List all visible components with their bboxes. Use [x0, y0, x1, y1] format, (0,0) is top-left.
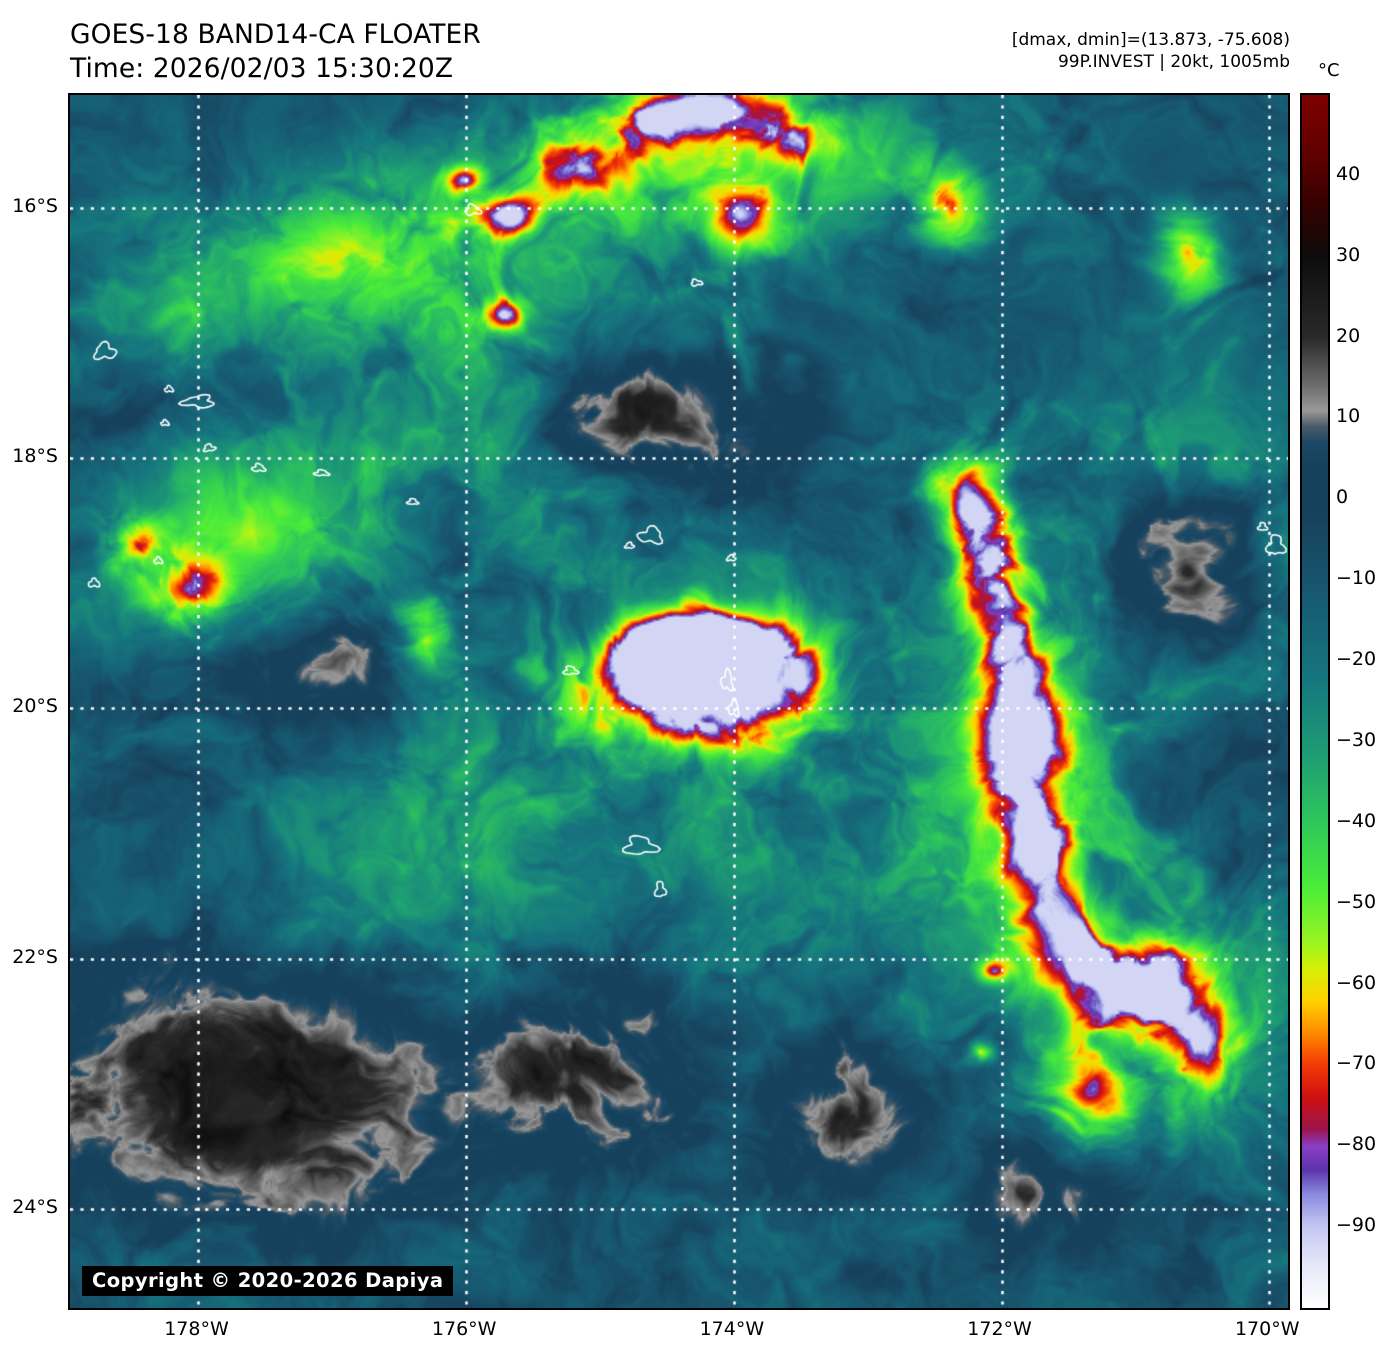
- lat-tick-20°S: 20°S: [12, 695, 58, 718]
- latitude-axis: 16°S 18°S 20°S 22°S 24°S: [0, 0, 68, 1359]
- copyright-banner: Copyright © 2020-2026 Dapiya: [82, 1266, 454, 1296]
- temperature-colorbar[interactable]: [1300, 93, 1330, 1310]
- lat-tick-16°S: 16°S: [12, 194, 58, 217]
- colorbar-tick-20: 20: [1336, 324, 1361, 347]
- colorbar-tick-30: 30: [1336, 243, 1361, 266]
- colorbar-unit-label: °C: [1318, 60, 1340, 81]
- colorbar-tick-0: 0: [1336, 486, 1349, 509]
- colorbar-tick--30: −30: [1336, 728, 1377, 751]
- colorbar-tick--80: −80: [1336, 1133, 1377, 1156]
- lon-tick-178°W: 178°W: [164, 1318, 229, 1340]
- colorbar-tick-10: 10: [1336, 405, 1361, 428]
- lat-tick-22°S: 22°S: [12, 945, 58, 968]
- lon-tick-170°W: 170°W: [1234, 1318, 1300, 1340]
- dmax-dmin-readout: [dmax, dmin]=(13.873, -75.608): [1011, 30, 1290, 50]
- colorbar-tick--90: −90: [1336, 1214, 1377, 1237]
- storm-info-readout: 99P.INVEST | 20kt, 1005mb: [1057, 51, 1290, 72]
- colorbar-tick--70: −70: [1336, 1052, 1377, 1075]
- header-meta-block: [dmax, dmin]=(13.873, -75.608) 99P.INVES…: [1012, 30, 1290, 74]
- lon-tick-176°W: 176°W: [431, 1318, 497, 1340]
- colorbar-tick--10: −10: [1336, 567, 1377, 590]
- lat-tick-18°S: 18°S: [12, 445, 58, 468]
- timestamp-line: Time: 2026/02/03 15:30:20Z: [70, 53, 454, 85]
- colorbar-tick--40: −40: [1336, 809, 1377, 832]
- header-title-block: GOES-18 BAND14-CA FLOATER Time: 2026/02/…: [70, 18, 481, 87]
- colorbar-tick-40: 40: [1336, 162, 1361, 185]
- colorbar-tick--60: −60: [1336, 971, 1377, 994]
- colorbar-tick--20: −20: [1336, 648, 1377, 671]
- lon-tick-172°W: 172°W: [967, 1318, 1032, 1340]
- colorbar-gradient: [1302, 95, 1328, 1308]
- satellite-image-plot[interactable]: Copyright © 2020-2026 Dapiya: [68, 93, 1290, 1310]
- colorbar-tick--50: −50: [1336, 890, 1377, 913]
- lat-tick-24°S: 24°S: [12, 1196, 58, 1219]
- latlon-gridlines: [70, 95, 1288, 1308]
- lon-tick-174°W: 174°W: [699, 1318, 765, 1340]
- page-title: GOES-18 BAND14-CA FLOATER: [70, 19, 481, 50]
